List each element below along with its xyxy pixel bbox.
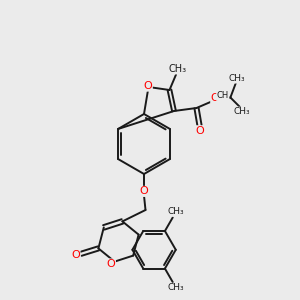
Text: CH₃: CH₃ — [168, 207, 184, 216]
Text: CH₃: CH₃ — [168, 283, 184, 292]
Text: O: O — [71, 250, 80, 260]
Text: O: O — [211, 93, 220, 103]
Text: CH: CH — [217, 92, 229, 100]
Text: O: O — [106, 259, 116, 269]
Text: O: O — [140, 186, 148, 197]
Text: CH₃: CH₃ — [233, 107, 250, 116]
Text: CH₃: CH₃ — [168, 64, 186, 74]
Text: O: O — [195, 126, 204, 136]
Text: O: O — [143, 81, 152, 91]
Text: CH₃: CH₃ — [229, 74, 246, 83]
